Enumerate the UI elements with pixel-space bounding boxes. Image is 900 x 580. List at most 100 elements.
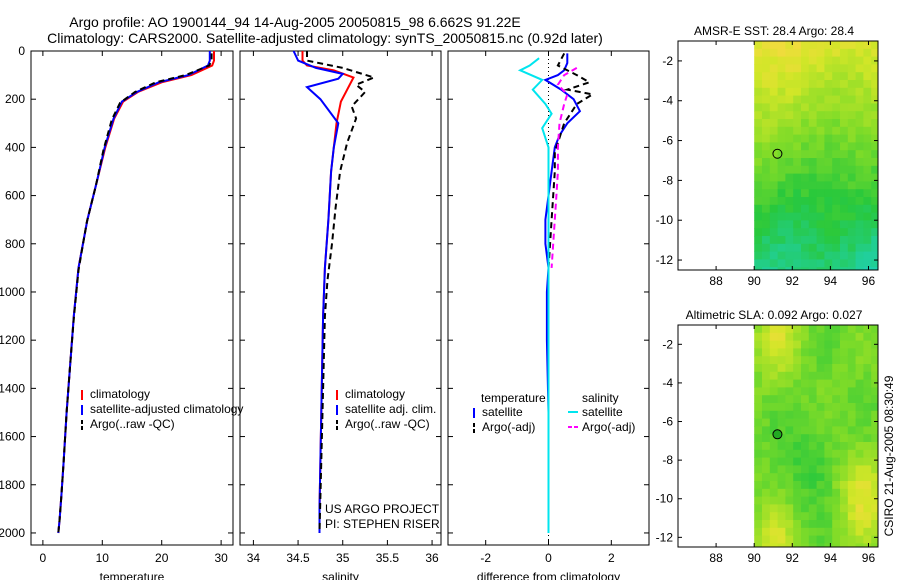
sla_map-cell — [863, 434, 872, 443]
sst_map-cell — [816, 197, 825, 206]
sst_map-cell — [762, 111, 771, 120]
sla_map-cell — [816, 348, 825, 357]
sla_map-cell — [871, 543, 879, 548]
sst_map-cell — [793, 72, 802, 81]
sst_map-cell — [863, 134, 872, 143]
sst_map-cell — [808, 173, 817, 182]
sla_map-cell — [801, 410, 810, 419]
sla_map-cell — [754, 535, 763, 544]
sst_map-cell — [855, 165, 864, 174]
sla_map-cell — [855, 512, 864, 521]
sla_map-cell — [801, 340, 810, 349]
sla_map-cell — [847, 426, 856, 435]
sla_map-cell — [801, 403, 810, 412]
sst_map-cell — [801, 181, 810, 190]
sst_map-cell — [777, 41, 786, 50]
sla_map-cell — [863, 512, 872, 521]
sla_map-cell — [777, 527, 786, 536]
sst_map-cell — [754, 197, 763, 206]
sst_map-cell — [824, 158, 833, 167]
sst_map-cell — [762, 189, 771, 198]
sst_map-cell — [816, 220, 825, 229]
sla_map-cell — [777, 395, 786, 404]
sst_map-cell — [762, 197, 771, 206]
sla_map-cell — [801, 348, 810, 357]
sla_map-cell — [863, 332, 872, 341]
sla_map-cell — [824, 332, 833, 341]
sst_map-cell — [816, 142, 825, 151]
sla_map-cell — [871, 356, 879, 365]
sst_map-cell — [847, 189, 856, 198]
temperature-frame — [30, 50, 234, 546]
sla_map-cell — [863, 449, 872, 458]
sla_map-cell — [824, 371, 833, 380]
sst_map-cell — [808, 259, 817, 268]
sla_map-cell — [871, 395, 879, 404]
sst_map-cell — [863, 267, 872, 271]
sst_map-cell — [824, 134, 833, 143]
sst_map-cell — [863, 204, 872, 213]
sst_map-xtick-label: 96 — [862, 274, 876, 288]
sla_map-cell — [808, 512, 817, 521]
sst_map-cell — [808, 204, 817, 213]
sla_map-cell — [824, 426, 833, 435]
sst_map-cell — [840, 158, 849, 167]
sla_map-cell — [801, 418, 810, 427]
sla_map-cell — [754, 426, 763, 435]
temperature-series-satellite-adjusted-climatology — [57, 51, 211, 534]
sla_map-xtick-label: 88 — [709, 551, 723, 565]
sla_map-cell — [855, 371, 864, 380]
salinity-xtick-label: 36 — [425, 551, 439, 565]
sst_map-cell — [793, 48, 802, 57]
sla_map-cell — [824, 488, 833, 497]
sst_map-cell — [840, 64, 849, 73]
sla_map-cell — [840, 535, 849, 544]
sst_map-cell — [777, 267, 786, 271]
sla_map-cell — [762, 543, 771, 548]
sla_map-cell — [801, 481, 810, 490]
sst_map-cell — [847, 142, 856, 151]
sst_map-cell — [840, 267, 849, 271]
sla_map-cell — [847, 449, 856, 458]
sst_map-cell — [816, 165, 825, 174]
sst_map-cell — [785, 87, 794, 96]
sla_map-cell — [769, 512, 778, 521]
sst_map-cell — [832, 126, 841, 135]
sla_map-cell — [801, 395, 810, 404]
sst_map-cell — [754, 95, 763, 104]
sst_map-cell — [801, 267, 810, 271]
temperature-ytick-label: 800 — [5, 237, 25, 251]
sst_map-cell — [855, 204, 864, 213]
sla_map-cell — [785, 410, 794, 419]
sst_map-cell — [855, 87, 864, 96]
sst_map-cell — [769, 64, 778, 73]
sst_map-cell — [855, 126, 864, 135]
sst_map-cell — [863, 111, 872, 120]
sst_map-cell — [824, 236, 833, 245]
sst_map-cell — [871, 220, 879, 229]
sla_map-cell — [808, 395, 817, 404]
temperature-series-argo-raw-qc- — [57, 53, 213, 534]
sst_map-cell — [793, 212, 802, 221]
sst_map-cell — [762, 95, 771, 104]
sst_map-cell — [769, 267, 778, 271]
sst_map-cell — [816, 259, 825, 268]
sla_map-xtick-label: 96 — [862, 551, 876, 565]
sst_map-cell — [840, 228, 849, 237]
sla_map-cell — [777, 535, 786, 544]
sst_map-cell — [871, 181, 879, 190]
sla_map-cell — [793, 512, 802, 521]
sst_map-cell — [754, 41, 763, 50]
sla_map-cell — [840, 387, 849, 396]
sst_map-cell — [855, 134, 864, 143]
sla_map-cell — [816, 325, 825, 334]
sla_map-cell — [824, 379, 833, 388]
csiro-timestamp-label: CSIRO 21-Aug-2005 08:30:49 — [882, 375, 896, 536]
sla_map-cell — [816, 332, 825, 341]
sst_map-cell — [871, 72, 879, 81]
sst_map-cell — [801, 134, 810, 143]
sst_map-cell — [762, 48, 771, 57]
sst_map-cell — [840, 243, 849, 252]
sla_map-cell — [855, 442, 864, 451]
sst_map-cell — [769, 251, 778, 260]
